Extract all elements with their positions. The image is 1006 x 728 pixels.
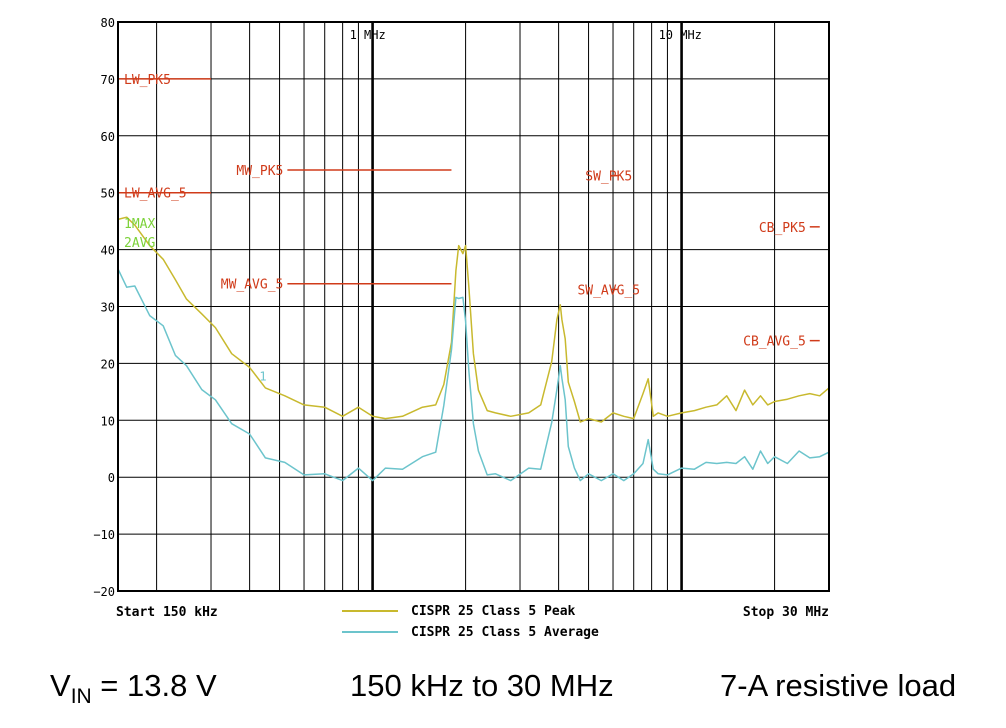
y-tick-label: 10 xyxy=(101,414,115,428)
limit-label: CB_PK5 xyxy=(759,221,806,236)
trace-labels: 1 1MAX 2AVG xyxy=(124,217,267,383)
caption-vin-subscript: IN xyxy=(70,685,92,708)
y-tick-label: −20 xyxy=(93,585,115,599)
y-tick-label: 60 xyxy=(101,130,115,144)
marker-label: 1 xyxy=(259,369,266,383)
grid-major-lines xyxy=(371,22,683,591)
limit-label: CB_AVG_5 xyxy=(743,335,806,350)
legend: CISPR 25 Class 5 Peak CISPR 25 Class 5 A… xyxy=(342,604,599,640)
limit-label: SW_PK5 xyxy=(585,170,632,185)
trace-label-max: 1MAX xyxy=(124,217,155,232)
limit-label: SW_AVG_5 xyxy=(577,283,640,298)
decade-label: 1 MHz xyxy=(350,28,386,42)
trace-label-avg: 2AVG xyxy=(124,236,155,251)
y-tick-label: 80 xyxy=(101,16,115,30)
limit-label: MW_AVG_5 xyxy=(221,278,284,293)
legend-label-average: CISPR 25 Class 5 Average xyxy=(411,625,599,640)
legend-label-peak: CISPR 25 Class 5 Peak xyxy=(411,604,576,619)
series-lines xyxy=(117,216,830,482)
y-tick-label: 0 xyxy=(108,471,115,485)
limit-label: LW_PK5 xyxy=(124,73,171,88)
y-axis-ticks: 80 70 60 50 40 30 20 10 0 −10 −20 xyxy=(93,16,115,599)
y-tick-label: 50 xyxy=(101,187,115,201)
y-tick-label: 20 xyxy=(101,357,115,371)
decade-labels: 1 MHz 10 MHz xyxy=(350,28,702,42)
stop-frequency-label: Stop 30 MHz xyxy=(743,605,829,620)
limit-label: LW_AVG_5 xyxy=(124,187,187,202)
y-tick-label: −10 xyxy=(93,528,115,542)
caption-input-voltage: VIN = 13.8 V xyxy=(50,668,217,709)
caption-load: 7-A resistive load xyxy=(720,668,957,703)
series-peak-line xyxy=(117,216,830,423)
series-average-line xyxy=(117,268,830,482)
y-tick-label: 30 xyxy=(101,301,115,315)
decade-label: 10 MHz xyxy=(659,28,702,42)
start-frequency-label: Start 150 kHz xyxy=(116,605,218,620)
plot-frame xyxy=(117,21,830,592)
emi-spectrum-chart: LW_PK5 LW_AVG_5 MW_PK5 MW_AVG_5 SW_PK5 SW_AVG… xyxy=(93,16,830,640)
limit-lines: LW_PK5 LW_AVG_5 MW_PK5 MW_AVG_5 SW_PK5 SW_AVG… xyxy=(118,73,820,350)
caption-vin-value: = 13.8 V xyxy=(91,668,217,703)
grid-minor-lines xyxy=(118,22,829,591)
limit-label: MW_PK5 xyxy=(236,164,283,179)
y-tick-label: 70 xyxy=(101,73,115,87)
y-tick-label: 40 xyxy=(101,244,115,258)
caption-frequency-range: 150 kHz to 30 MHz xyxy=(350,668,614,703)
caption-vin-symbol: V xyxy=(50,668,71,703)
